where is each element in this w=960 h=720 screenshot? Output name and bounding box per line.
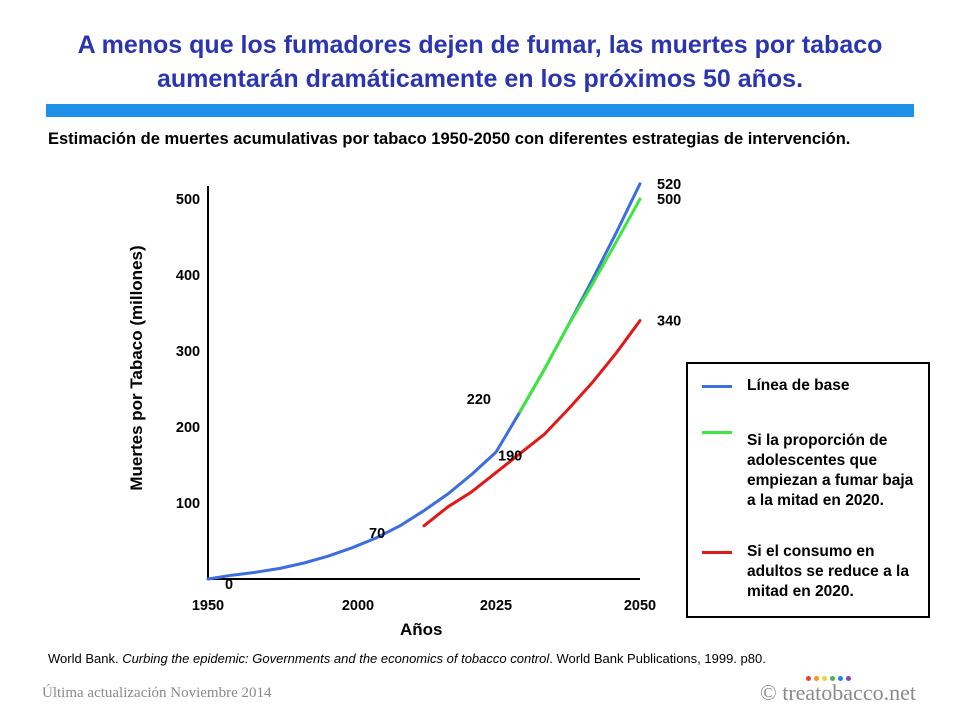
legend: Línea de base Si la proporción de adoles… bbox=[686, 362, 930, 618]
x-tick-label: 2000 bbox=[342, 598, 374, 614]
y-tick-label: 200 bbox=[176, 420, 200, 436]
series-line-0 bbox=[206, 182, 642, 581]
brand-dot bbox=[822, 676, 827, 681]
data-label: 340 bbox=[657, 314, 681, 330]
title-divider bbox=[46, 104, 914, 117]
data-label: 520 bbox=[657, 177, 681, 193]
source-title: Curbing the epidemic: Governments and th… bbox=[122, 651, 550, 666]
legend-label-baseline: Línea de base bbox=[747, 377, 850, 394]
legend-swatch-adults bbox=[702, 551, 732, 554]
legend-label-adults: Si el consumo en adultos se reduce a la … bbox=[747, 543, 909, 600]
x-tick-label: 2050 bbox=[624, 598, 656, 614]
chart-subtitle: Estimación de muertes acumulativas por t… bbox=[48, 130, 851, 148]
y-tick-label-zero: 0 bbox=[225, 577, 233, 593]
x-axis-label: Años bbox=[400, 620, 443, 639]
y-axis-label: Muertes por Tabaco (millones) bbox=[127, 245, 146, 491]
brand-dots bbox=[806, 668, 854, 686]
y-tick-label: 100 bbox=[176, 496, 200, 512]
data-label: 220 bbox=[467, 392, 491, 408]
y-tick-label: 500 bbox=[176, 192, 200, 208]
series-line-2 bbox=[422, 319, 642, 528]
source-prefix: World Bank. bbox=[48, 651, 123, 666]
last-updated-note: Última actualización Noviembre 2014 bbox=[42, 685, 272, 701]
source-suffix: . World Bank Publications, 1999. p80. bbox=[549, 651, 766, 666]
data-label: 190 bbox=[498, 449, 522, 465]
data-label: 70 bbox=[369, 526, 385, 542]
brand-dot bbox=[830, 676, 835, 681]
x-tick-label: 1950 bbox=[192, 598, 224, 614]
page-title: A menos que los fumadores dejen de fumar… bbox=[77, 31, 883, 93]
data-label: 500 bbox=[657, 192, 681, 208]
brand-dot bbox=[806, 676, 811, 681]
brand-logo: © treatobacco.net bbox=[760, 680, 916, 705]
legend-swatch-baseline bbox=[702, 385, 732, 388]
brand-dot bbox=[846, 676, 851, 681]
brand-dot bbox=[814, 676, 819, 681]
brand-dot bbox=[838, 676, 843, 681]
legend-label-adolescents: Si la proporción de adolescentes que emp… bbox=[747, 432, 914, 509]
series-line-1 bbox=[518, 197, 642, 414]
legend-swatch-adolescents bbox=[702, 431, 732, 434]
source-citation: World Bank. Curbing the epidemic: Govern… bbox=[48, 651, 766, 666]
y-tick-label: 300 bbox=[176, 344, 200, 360]
y-tick-label: 400 bbox=[176, 268, 200, 284]
x-tick-label: 2025 bbox=[480, 598, 512, 614]
